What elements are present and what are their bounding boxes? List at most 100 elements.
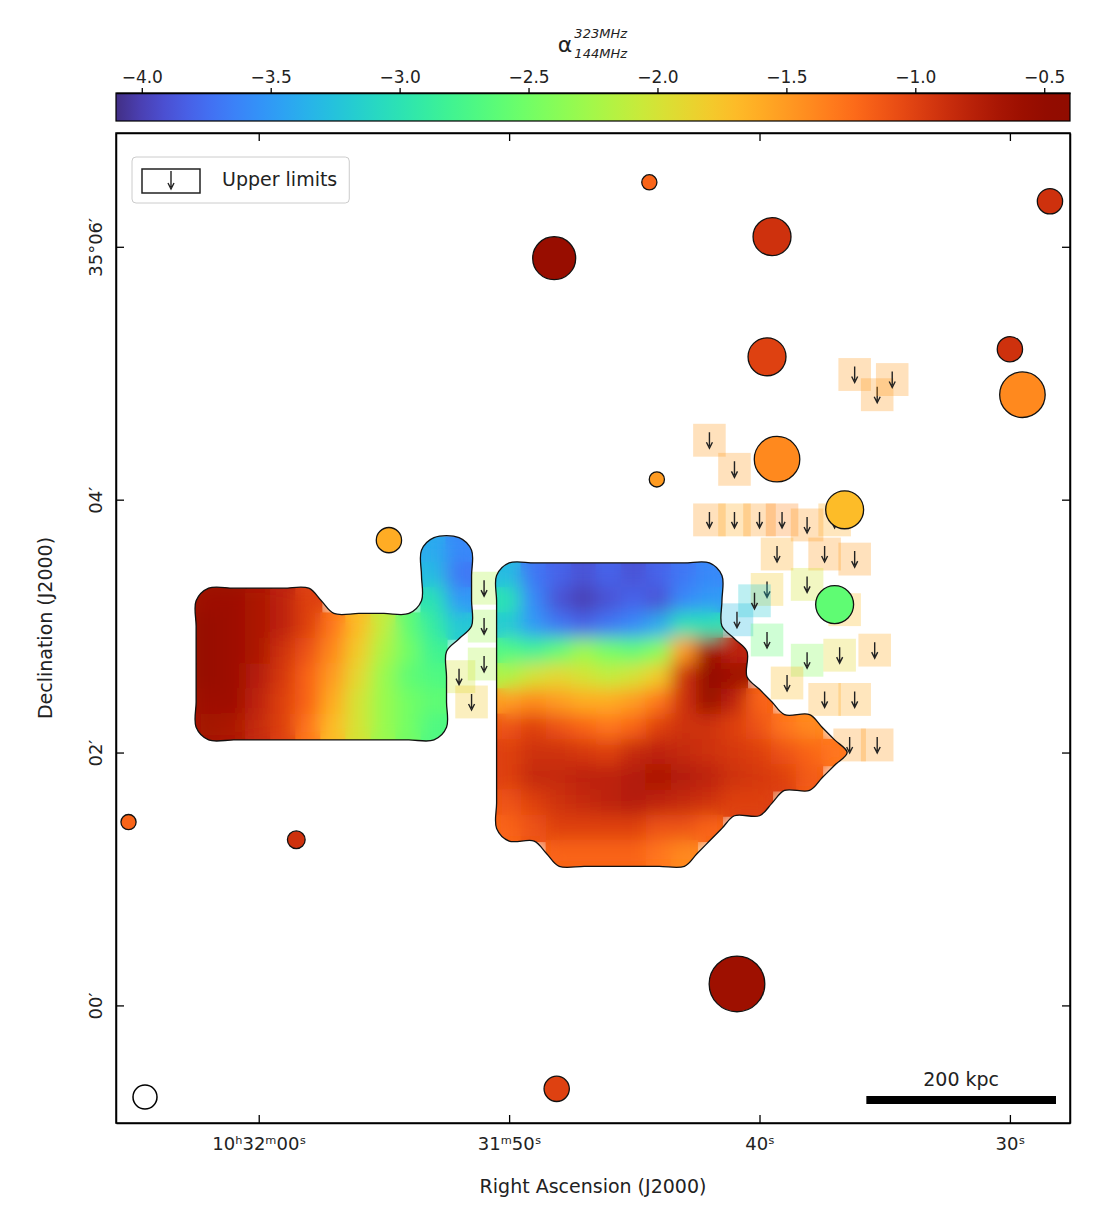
cell-smooth [546,739,573,766]
cell-smooth [621,840,648,867]
cell [496,815,523,842]
cell [370,714,397,741]
cell-smooth [245,714,272,741]
cell [621,638,648,665]
tick-mark [528,88,529,93]
cell [521,739,548,766]
upper-limit-arrow [804,576,810,592]
cell [746,739,773,766]
source [826,491,864,529]
source [754,436,800,482]
cell-smooth [746,764,773,791]
cell [596,688,623,715]
cell-smooth [671,587,698,614]
cell [696,612,723,639]
tick-label: 00′ [85,992,106,1019]
cell [696,815,723,842]
cell [245,663,272,690]
tick: 04′ [85,487,124,514]
tick [1062,500,1070,501]
cell-smooth [496,815,523,842]
colorbar-title-sup: 323MHz [574,26,628,41]
colorbar-title-symbol: α [558,32,573,57]
cell [446,587,473,614]
upper-limit-arrow [822,546,828,562]
cell [671,688,698,715]
cell-smooth [446,612,473,639]
cell-smooth [546,562,573,589]
cell [696,587,723,614]
cell [696,789,723,816]
cell-smooth [796,764,823,791]
cell-smooth [671,714,698,741]
cell-smooth [446,562,473,589]
cell-smooth [646,764,673,791]
cell [521,663,548,690]
cell [671,840,698,867]
cell [621,764,648,791]
cell-smooth [521,638,548,665]
tick-mark [116,500,124,501]
upper-limit-arrow [757,512,763,528]
cell [746,789,773,816]
upper-limit-arrow [852,551,858,567]
cell-smooth [220,714,247,741]
cell [671,815,698,842]
cell-smooth [621,789,648,816]
cell-smooth [746,789,773,816]
cell-smooth [596,789,623,816]
cell [621,612,648,639]
cell [245,638,272,665]
cell-smooth [621,815,648,842]
cell [671,562,698,589]
cell-smooth [571,562,598,589]
cell-smooth [571,764,598,791]
tick [1062,753,1070,754]
upper-limit-cell [861,729,894,762]
cell-smooth [671,562,698,589]
tick-mark [759,133,760,141]
tick: −1.0 [895,67,936,93]
tick-mark [399,88,400,93]
cell [521,688,548,715]
cell-smooth [446,537,473,564]
cell-smooth [521,688,548,715]
cell [721,764,748,791]
upper-limit-cell [455,686,488,719]
cell [496,663,523,690]
cell-smooth [345,612,372,639]
cell [696,688,723,715]
upper-limit-arrow [804,517,810,533]
cell [571,562,598,589]
cell [420,714,447,741]
cell [796,764,823,791]
cell [496,789,523,816]
legend-box [132,157,349,203]
cell-smooth [496,764,523,791]
cell [596,739,623,766]
cell-smooth [195,587,222,614]
cell [270,638,297,665]
cell [721,714,748,741]
cell-smooth [245,638,272,665]
upper-limit-cell [838,683,871,716]
tick: −4.0 [122,67,163,93]
cell-smooth [521,587,548,614]
cell [420,612,447,639]
beam [133,1085,157,1109]
cell [320,663,347,690]
tick-label: −2.0 [637,67,678,87]
cell-smooth [546,815,573,842]
cell-smooth [596,663,623,690]
cell-smooth [621,688,648,715]
upper-limit-arrow [706,432,712,448]
tick-label: 30ˢ [996,1133,1026,1154]
colorbar [116,93,1070,121]
cell [571,663,598,690]
tick-label: −3.0 [379,67,420,87]
cell-smooth [696,612,723,639]
upper-limit-arrow [752,593,758,609]
cell [270,688,297,715]
cell [696,562,723,589]
cell [596,587,623,614]
